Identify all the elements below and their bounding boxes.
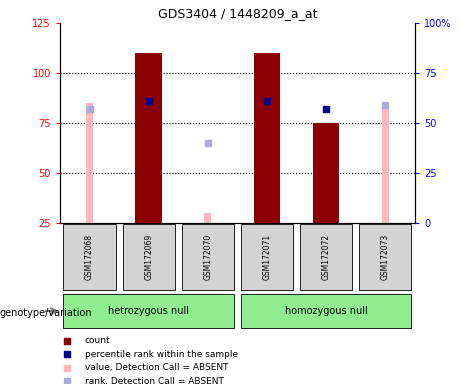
FancyBboxPatch shape xyxy=(123,224,175,290)
Text: GSM172071: GSM172071 xyxy=(262,234,272,280)
Text: homozygous null: homozygous null xyxy=(285,306,367,316)
Text: GSM172070: GSM172070 xyxy=(203,234,213,280)
Title: GDS3404 / 1448209_a_at: GDS3404 / 1448209_a_at xyxy=(158,7,317,20)
Text: count: count xyxy=(85,336,110,346)
Text: genotype/variation: genotype/variation xyxy=(0,308,93,318)
FancyBboxPatch shape xyxy=(182,224,234,290)
Text: percentile rank within the sample: percentile rank within the sample xyxy=(85,350,238,359)
Point xyxy=(382,102,389,108)
Bar xyxy=(382,105,389,223)
Point xyxy=(204,140,212,146)
Bar xyxy=(204,213,212,223)
Text: value, Detection Call = ABSENT: value, Detection Call = ABSENT xyxy=(85,363,228,372)
Point xyxy=(263,98,271,104)
Bar xyxy=(254,53,280,223)
Point xyxy=(63,338,71,344)
Text: GSM172069: GSM172069 xyxy=(144,234,153,280)
Text: rank, Detection Call = ABSENT: rank, Detection Call = ABSENT xyxy=(85,377,224,384)
Bar xyxy=(136,53,162,223)
Point xyxy=(63,365,71,371)
Bar xyxy=(313,123,339,223)
Bar xyxy=(86,103,93,223)
Point xyxy=(63,351,71,358)
Text: GSM172073: GSM172073 xyxy=(381,234,390,280)
FancyBboxPatch shape xyxy=(241,224,293,290)
Point xyxy=(145,98,152,104)
FancyBboxPatch shape xyxy=(64,224,116,290)
FancyBboxPatch shape xyxy=(300,224,352,290)
Point xyxy=(86,106,93,112)
Point xyxy=(63,378,71,384)
Text: GSM172072: GSM172072 xyxy=(322,234,331,280)
Text: hetrozygous null: hetrozygous null xyxy=(108,306,189,316)
Text: GSM172068: GSM172068 xyxy=(85,234,94,280)
FancyBboxPatch shape xyxy=(64,294,234,328)
FancyBboxPatch shape xyxy=(241,294,411,328)
Point xyxy=(322,106,330,112)
FancyBboxPatch shape xyxy=(359,224,411,290)
